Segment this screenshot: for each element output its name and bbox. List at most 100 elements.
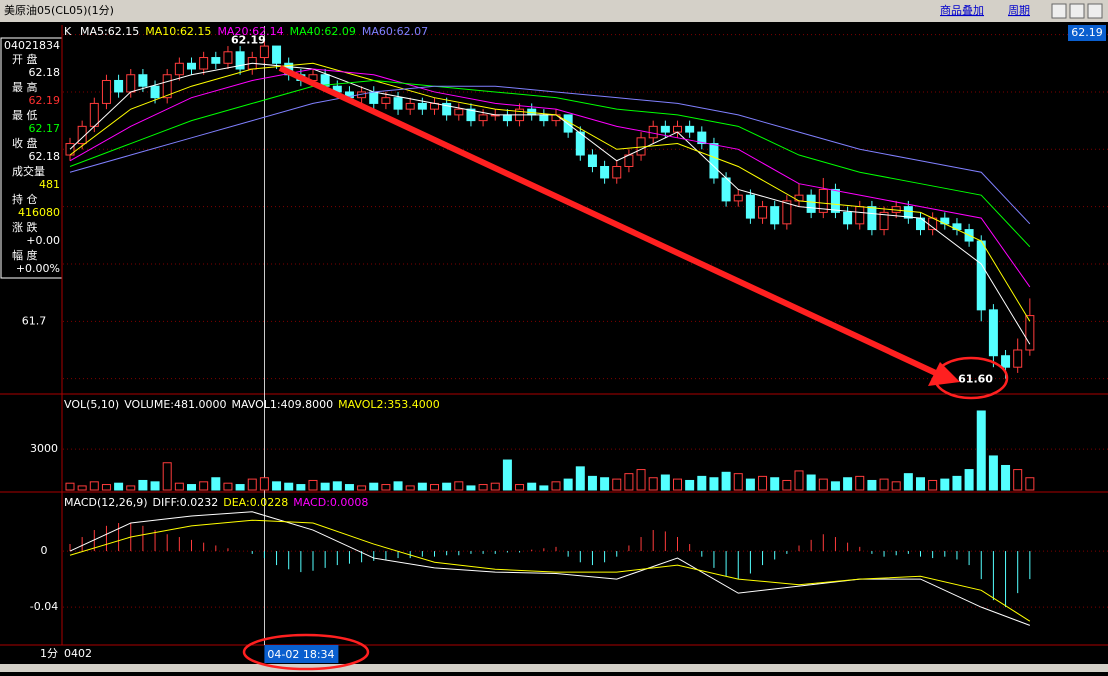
volume-bar (879, 478, 889, 491)
highlight-ellipse (242, 633, 370, 671)
ma-line (69, 62, 1031, 322)
annotation-arrow (278, 65, 942, 378)
volume-bar (976, 410, 986, 491)
volume-bar (952, 475, 962, 491)
volume-bar (770, 477, 780, 491)
info-time: 04021834 (4, 39, 60, 52)
menu-overlay[interactable]: 商品叠加 (940, 3, 984, 17)
volume-bar (454, 481, 464, 491)
volume-bar (369, 482, 379, 491)
win-button[interactable] (1051, 3, 1067, 19)
volume-bar (721, 471, 731, 491)
candle-body (539, 114, 549, 122)
volume-bar (794, 470, 804, 491)
volume-bar (867, 479, 877, 491)
panel-legend: VOLUME:481.0000 (124, 398, 226, 411)
volume-bar (357, 485, 367, 491)
candle-body (830, 188, 840, 213)
candle-body (454, 108, 464, 116)
candle-body (77, 125, 87, 145)
volume-bar (235, 484, 245, 491)
cursor-label-bg (264, 645, 339, 663)
volume-bar (223, 482, 233, 491)
volume-bar (101, 484, 111, 491)
macd-line (69, 519, 1031, 622)
volume-bar (478, 484, 488, 491)
volume-bar (551, 481, 561, 491)
info-label: 幅 度 (12, 248, 38, 262)
volume-bar (320, 482, 330, 491)
win-button[interactable] (1087, 3, 1103, 19)
menu-period[interactable]: 周期 (1008, 4, 1030, 17)
legend-prefix: K (64, 25, 72, 38)
candle-body (199, 57, 209, 70)
ma-line (69, 68, 1031, 288)
candle-body (587, 154, 597, 167)
legend-entry: MA5:62.15 (80, 25, 139, 38)
volume-bar (758, 475, 768, 491)
candle-body (758, 206, 768, 219)
candle-body (745, 194, 755, 219)
info-label: 最 低 (12, 109, 38, 122)
candle-body (988, 309, 998, 357)
volume-bar (624, 473, 634, 491)
candle-body (1013, 349, 1023, 368)
candle-body (466, 108, 476, 122)
info-value: +0.00% (16, 262, 60, 275)
volume-bar (636, 469, 646, 491)
x-label-left: 1分 (40, 647, 58, 660)
info-value: 62.18 (29, 66, 61, 79)
candle-body (976, 240, 986, 311)
candle-body (114, 79, 124, 93)
legend-entry: MA10:62.15 (145, 25, 211, 38)
volume-bar (587, 475, 597, 491)
win-button[interactable] (1069, 3, 1085, 19)
candle-body (612, 165, 622, 179)
info-value: +0.00 (26, 234, 60, 247)
volume-bar (89, 481, 99, 491)
candle-body (478, 114, 488, 122)
candle-body (126, 74, 136, 93)
volume-bar (211, 477, 221, 491)
current-price: 62.19 (1071, 26, 1103, 39)
volume-bar (296, 484, 306, 491)
volume-bar (733, 473, 743, 491)
candle-body (697, 131, 707, 145)
candle-body (381, 97, 391, 104)
candle-body (660, 125, 670, 133)
candle-body (879, 211, 889, 231)
volume-bar (745, 478, 755, 491)
volume-bar (612, 478, 622, 491)
info-label: 收 盘 (12, 136, 38, 150)
volume-bar (685, 479, 695, 491)
volume-bar (916, 477, 925, 491)
candle-body (794, 194, 804, 202)
candle-body (369, 91, 379, 104)
volume-bar (126, 485, 136, 491)
candle-body (272, 45, 282, 64)
legend-entry: MA60:62.07 (362, 25, 428, 38)
candle-body (442, 102, 452, 116)
volume-bar (673, 478, 682, 491)
candle-body (551, 114, 561, 122)
volume-bar (830, 481, 840, 491)
volume-bar (818, 478, 828, 491)
volume-bar (308, 479, 318, 491)
info-label: 最 高 (12, 80, 38, 94)
candle-body (1001, 355, 1011, 368)
y-tick-label: -0.04 (30, 600, 58, 613)
candle-body (235, 51, 245, 70)
volume-bar (393, 481, 403, 491)
volume-bar (187, 484, 196, 491)
candle-body (259, 45, 269, 59)
volume-bar (284, 482, 294, 491)
candle-body (733, 194, 743, 202)
candle-body (1025, 315, 1035, 351)
status-bar (0, 664, 1108, 672)
candle-body (174, 62, 184, 76)
candle-body (782, 200, 792, 225)
candle-body (806, 194, 816, 213)
info-value: 416080 (18, 206, 60, 219)
info-label: 开 盘 (12, 52, 38, 66)
